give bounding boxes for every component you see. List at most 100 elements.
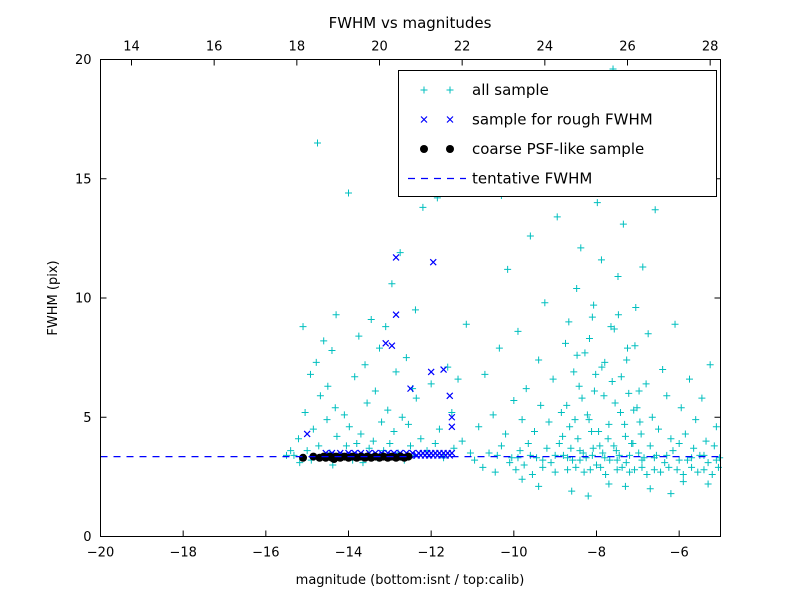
all-sample-point xyxy=(565,318,573,326)
all-sample-point xyxy=(663,451,671,459)
all-sample-point xyxy=(533,454,541,462)
all-sample-point xyxy=(510,397,518,405)
all-sample-point xyxy=(667,490,675,498)
all-sample-point xyxy=(621,432,629,440)
all-sample-point xyxy=(598,363,606,371)
all-sample-point xyxy=(589,444,597,452)
all-sample-point xyxy=(316,392,324,400)
all-sample-point xyxy=(512,466,520,474)
all-sample-point xyxy=(688,454,696,462)
legend-marker xyxy=(420,86,428,94)
axis-tick-labels: −20 −18 −16 −14 −12 −10 −8 −6 14 16 18 20 22 24 26 28 0 5… xyxy=(75,40,718,561)
all-sample-point xyxy=(588,428,596,436)
legend-marker xyxy=(446,116,454,123)
all-sample-point xyxy=(612,447,620,455)
all-sample-point xyxy=(606,456,614,464)
x-axis-label: magnitude (bottom:isnt / top:calib) xyxy=(296,573,525,588)
all-sample-point xyxy=(489,411,497,419)
all-sample-point xyxy=(303,447,311,455)
all-sample-point xyxy=(475,423,483,431)
all-sample-point xyxy=(618,463,626,471)
all-sample-point xyxy=(376,344,383,352)
all-sample-point xyxy=(411,306,419,314)
all-sample-point xyxy=(342,442,350,450)
all-sample-point xyxy=(493,451,501,459)
all-sample-point xyxy=(671,320,679,328)
y-axis-label: FWHM (pix) xyxy=(46,260,61,335)
all-sample-point xyxy=(371,387,379,395)
all-sample-point xyxy=(392,368,400,376)
all-sample-point xyxy=(694,468,702,476)
all-sample-point xyxy=(448,408,456,416)
all-sample-point xyxy=(710,442,718,450)
all-sample-point xyxy=(585,335,593,343)
all-sample-point xyxy=(613,466,621,474)
all-sample-point xyxy=(557,408,565,416)
all-sample-point xyxy=(551,451,559,459)
all-sample-point xyxy=(369,437,377,445)
legend-label-psf-sample: coarse PSF-like sample xyxy=(472,140,644,158)
psf-sample-point xyxy=(404,452,413,461)
all-sample-point xyxy=(497,442,505,450)
all-sample-point xyxy=(673,466,681,474)
all-sample-point xyxy=(508,454,516,462)
all-sample-point xyxy=(514,327,522,335)
top-tick-label: 28 xyxy=(702,40,719,55)
all-sample-point xyxy=(639,263,647,271)
all-sample-point xyxy=(390,428,398,436)
x-tick-label: −16 xyxy=(252,546,279,561)
all-sample-point xyxy=(520,461,528,469)
rough-fwhm-point xyxy=(440,366,447,373)
rough-fwhm-point xyxy=(448,423,456,431)
all-sample-point xyxy=(572,463,580,471)
all-sample-point xyxy=(571,416,579,424)
all-sample-point xyxy=(314,139,321,147)
all-sample-point xyxy=(686,375,693,383)
all-sample-point xyxy=(638,456,646,464)
all-sample-point xyxy=(592,370,600,378)
all-sample-point xyxy=(590,301,598,309)
rough-fwhm-point xyxy=(427,368,435,376)
all-sample-point xyxy=(462,320,470,328)
all-sample-point xyxy=(553,213,561,221)
all-sample-point xyxy=(593,461,600,469)
all-sample-point xyxy=(601,454,609,462)
all-sample-point xyxy=(564,454,572,462)
all-sample-point xyxy=(574,435,582,443)
all-sample-point xyxy=(537,401,545,409)
all-sample-point xyxy=(625,389,633,397)
all-sample-point xyxy=(602,470,610,478)
scatter-points-layer xyxy=(100,65,724,500)
x-tick-label: −12 xyxy=(417,546,444,561)
legend-box xyxy=(398,70,717,197)
all-sample-point xyxy=(324,382,332,390)
rough-fwhm-point xyxy=(448,449,456,457)
all-sample-point xyxy=(551,468,559,476)
all-sample-point xyxy=(650,466,658,474)
legend: all sample sample for rough FWHM coarse … xyxy=(398,70,717,197)
all-sample-point xyxy=(412,394,420,402)
all-sample-point xyxy=(597,256,605,264)
axis-ticks xyxy=(100,59,721,537)
all-sample-point xyxy=(355,332,363,340)
all-sample-point xyxy=(559,451,567,459)
all-sample-point xyxy=(332,311,340,319)
all-sample-point xyxy=(588,313,596,321)
x-tick-label: −14 xyxy=(335,546,362,561)
all-sample-point xyxy=(614,273,622,281)
all-sample-point xyxy=(328,346,336,354)
rough-fwhm-point xyxy=(382,339,390,347)
all-sample-point xyxy=(351,373,359,381)
all-sample-point xyxy=(466,449,474,457)
all-sample-point xyxy=(605,480,613,488)
all-sample-point xyxy=(619,220,627,228)
chart-title: FWHM vs magnitudes xyxy=(329,14,492,32)
all-sample-point xyxy=(539,463,547,471)
all-sample-point xyxy=(646,485,654,493)
all-sample-point xyxy=(315,442,323,450)
all-sample-point xyxy=(615,451,623,459)
all-sample-point xyxy=(595,428,603,436)
all-sample-point xyxy=(388,280,396,288)
legend-marker xyxy=(420,145,428,153)
rough-fwhm-point xyxy=(388,342,396,350)
